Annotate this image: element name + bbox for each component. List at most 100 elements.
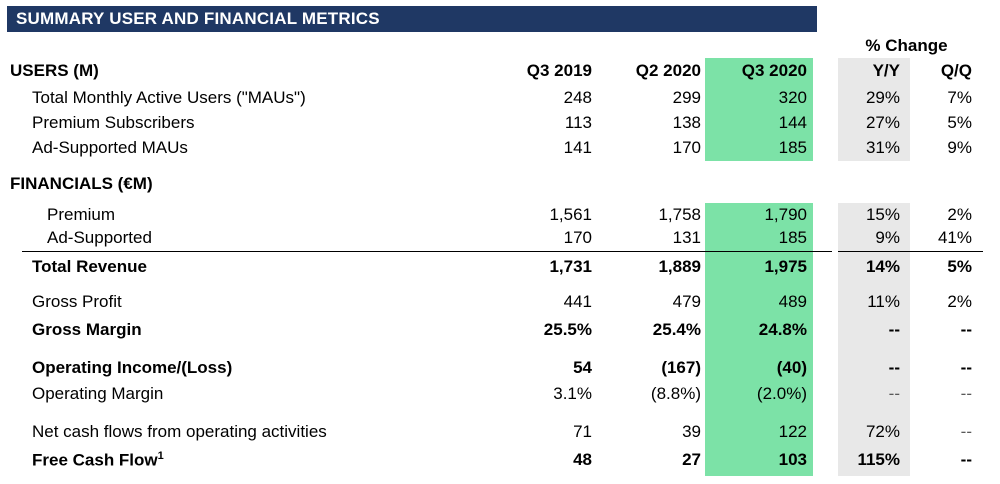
footnote-marker: 1 xyxy=(157,449,164,462)
cell-yy-change: -- xyxy=(888,320,900,339)
total-revenue-separator-left xyxy=(22,251,832,252)
cell-q3-2020: 185 xyxy=(778,138,807,157)
cell-q3-2020: 103 xyxy=(778,450,807,469)
row-label: FINANCIALS (€M) xyxy=(10,174,480,194)
cell-yy-change: 14% xyxy=(865,257,900,276)
cell-q2-2020: 39 xyxy=(682,422,701,441)
cell-qq-change: 41% xyxy=(937,228,972,247)
cell-qq-change: -- xyxy=(960,320,972,339)
cell-q2-2020: 131 xyxy=(672,228,701,247)
cell-q2-2020: 138 xyxy=(672,113,701,132)
row-label-text: Ad-Supported xyxy=(47,228,152,247)
row-label-text: Operating Income/(Loss) xyxy=(32,358,233,377)
cell-yy-change: Y/Y xyxy=(872,61,900,80)
cell-q2-2020: (167) xyxy=(661,358,701,377)
row-label: Premium xyxy=(10,205,480,225)
cell-qq-change: Q/Q xyxy=(940,61,972,80)
row-label-text: USERS (M) xyxy=(10,61,99,80)
cell-q3-2019: 170 xyxy=(563,228,592,247)
row-label-text: Net cash flows from operating activities xyxy=(32,422,327,441)
cell-q3-2019: 54 xyxy=(573,358,592,377)
cell-qq-change: 9% xyxy=(947,138,972,157)
cell-q2-2020: 299 xyxy=(672,88,701,107)
total-revenue-separator-right xyxy=(838,251,983,252)
section-title-bar: SUMMARY USER AND FINANCIAL METRICS xyxy=(7,6,817,32)
row-label: Gross Margin xyxy=(10,320,480,340)
cell-q3-2020: 489 xyxy=(778,292,807,311)
row-label: Operating Margin xyxy=(10,384,480,404)
cell-yy-change: 15% xyxy=(865,205,900,224)
row-label-text: Premium xyxy=(47,205,116,224)
cell-q2-2020: Q2 2020 xyxy=(635,61,701,80)
cell-yy-change: 115% xyxy=(857,450,900,469)
cell-q3-2019: 48 xyxy=(573,450,592,469)
row-label-text: Gross Margin xyxy=(32,320,142,339)
row-label: Gross Profit xyxy=(10,292,480,312)
table-row: Gross Profit 441 479 489 11% 2% xyxy=(10,289,975,315)
row-label: Operating Income/(Loss) xyxy=(10,358,480,378)
row-label: Ad-Supported xyxy=(10,228,480,248)
table-row: Operating Margin 3.1% (8.8%) (2.0%) -- -- xyxy=(10,381,975,407)
table-row: Ad-Supported 170 131 185 9% 41% xyxy=(10,225,975,251)
cell-q3-2019: Q3 2019 xyxy=(526,61,592,80)
row-label-text: Total Revenue xyxy=(32,257,147,276)
table-row: Total Monthly Active Users ("MAUs") 248 29… xyxy=(10,85,975,111)
yy-change-highlight-users xyxy=(838,58,910,161)
cell-q3-2020: Q3 2020 xyxy=(741,61,807,80)
row-label: Total Monthly Active Users ("MAUs") xyxy=(10,88,480,108)
section-header-row: FINANCIALS (€M) xyxy=(10,171,975,197)
cell-q3-2020: 1,975 xyxy=(764,257,807,276)
cell-yy-change: -- xyxy=(888,358,900,377)
row-label-text: Free Cash Flow xyxy=(32,450,158,470)
page-title: SUMMARY USER AND FINANCIAL METRICS xyxy=(16,9,380,28)
yy-change-highlight-financials xyxy=(838,203,910,476)
cell-qq-change: -- xyxy=(960,384,972,403)
pct-change-row: % Change xyxy=(10,33,975,59)
cell-q2-2020: 1,889 xyxy=(658,257,701,276)
table-row: Operating Income/(Loss) 54 (167) (40) -- -- xyxy=(10,355,975,381)
cell-yy-change: -- xyxy=(888,384,900,403)
cell-q3-2019: 141 xyxy=(563,138,592,157)
cell-q3-2020: 320 xyxy=(778,88,807,107)
table-row: Free Cash Flow1 48 27 103 115% -- xyxy=(10,447,975,473)
row-label: Premium Subscribers xyxy=(10,113,480,133)
cell-q3-2020: 185 xyxy=(778,228,807,247)
q3-2020-highlight-users xyxy=(705,58,813,161)
pct-change-label: % Change xyxy=(865,36,948,55)
row-label-text: Premium Subscribers xyxy=(32,113,195,132)
row-label-text: Total Monthly Active Users ("MAUs") xyxy=(32,88,306,107)
table-row: Premium 1,561 1,758 1,790 15% 2% xyxy=(10,202,975,228)
row-label-text: FINANCIALS (€M) xyxy=(10,174,153,193)
q3-2020-highlight-financials xyxy=(705,203,813,476)
cell-q3-2019: 1,561 xyxy=(549,205,592,224)
cell-yy-change: 29% xyxy=(865,88,900,107)
table-row: Net cash flows from operating activities… xyxy=(10,419,975,445)
cell-yy-change: 27% xyxy=(865,113,900,132)
cell-q3-2020: (40) xyxy=(776,358,807,377)
cell-q2-2020: 170 xyxy=(672,138,701,157)
cell-qq-change: 7% xyxy=(947,88,972,107)
cell-q2-2020: 479 xyxy=(672,292,701,311)
cell-q2-2020: 1,758 xyxy=(658,205,701,224)
row-label: Net cash flows from operating activities xyxy=(10,422,480,442)
cell-qq-change: -- xyxy=(960,422,972,441)
cell-yy-change: 31% xyxy=(865,138,900,157)
table-row: Premium Subscribers 113 138 144 27% 5% xyxy=(10,110,975,136)
cell-q3-2019: 71 xyxy=(573,422,592,441)
cell-q2-2020: 25.4% xyxy=(652,320,701,339)
cell-qq-change: 5% xyxy=(947,113,972,132)
cell-yy-change: 9% xyxy=(875,228,900,247)
cell-qq-change: 2% xyxy=(947,205,972,224)
cell-yy-change: 72% xyxy=(865,422,900,441)
row-label: Total Revenue xyxy=(10,257,480,277)
cell-q3-2020: 1,790 xyxy=(764,205,807,224)
table-row: Ad-Supported MAUs 141 170 185 31% 9% xyxy=(10,135,975,161)
cell-q3-2019: 441 xyxy=(563,292,592,311)
cell-q3-2020: 122 xyxy=(778,422,807,441)
cell-q2-2020: 27 xyxy=(682,450,701,469)
cell-qq-change: 2% xyxy=(947,292,972,311)
row-label: USERS (M) xyxy=(10,61,480,81)
table-row: Gross Margin 25.5% 25.4% 24.8% -- -- xyxy=(10,317,975,343)
cell-qq-change: -- xyxy=(960,358,972,377)
